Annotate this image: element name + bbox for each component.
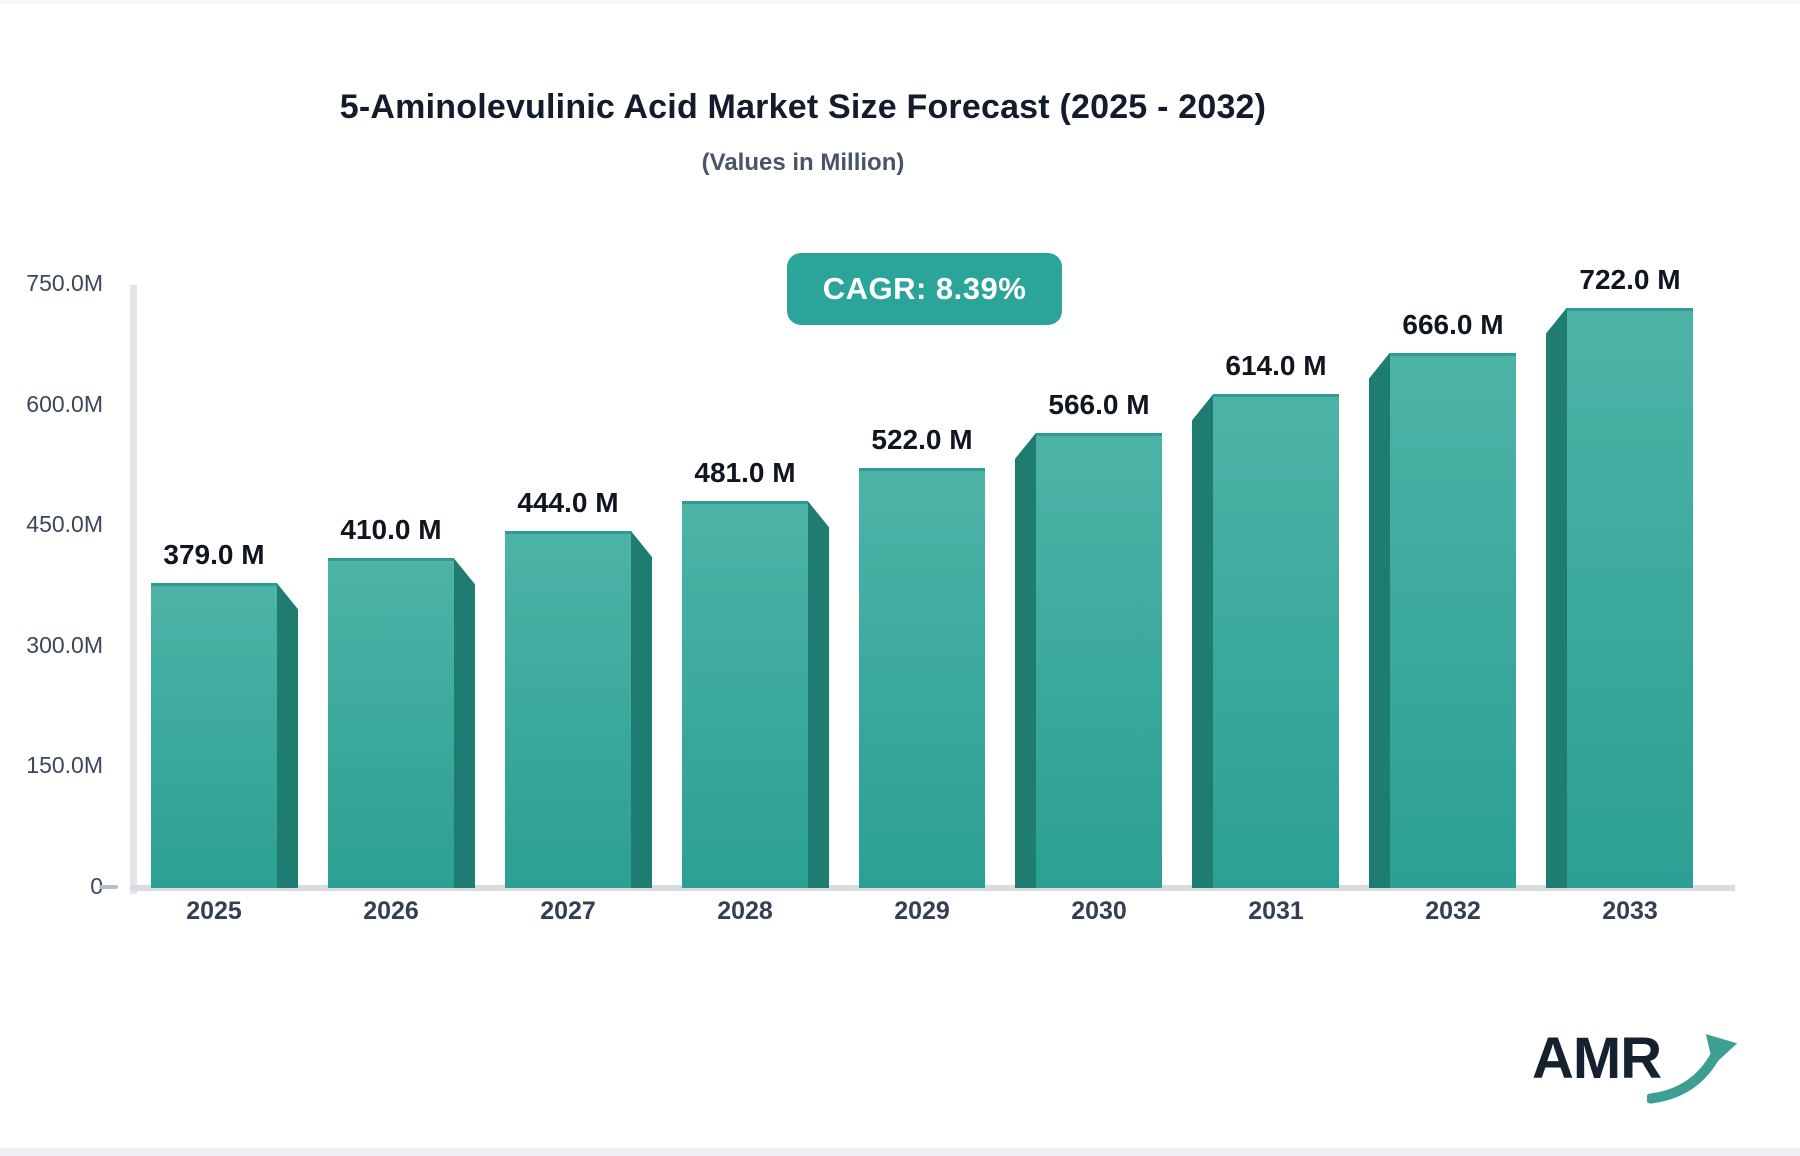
bar (1036, 432, 1162, 888)
bar-value-label: 566.0 M (1048, 388, 1150, 420)
cagr-badge: CAGR: 8.39% (787, 253, 1062, 325)
y-axis-label: 600.0M (26, 390, 103, 417)
bar-side-3d (1015, 432, 1036, 888)
bar (505, 531, 631, 888)
bar-side-3d (808, 501, 829, 888)
bar-side-3d (454, 558, 475, 888)
amr-logo: AMR (1532, 1030, 1739, 1108)
y-axis-label: 0 (90, 873, 103, 899)
chart-header: 5-Aminolevulinic Acid Market Size Foreca… (0, 88, 1606, 177)
bar (682, 501, 808, 888)
x-axis-label: 2030 (1071, 897, 1127, 925)
bar-side-3d (277, 583, 298, 888)
bar-value-label: 722.0 M (1579, 263, 1681, 295)
y-axis-label: 150.0M (26, 752, 103, 779)
bar-side-3d (631, 531, 652, 888)
bar-value-label: 379.0 M (163, 539, 265, 571)
bar-value-label: 481.0 M (694, 457, 796, 489)
bar-value-label: 410.0 M (340, 514, 442, 546)
x-axis-label: 2026 (363, 897, 419, 925)
x-axis-label: 2033 (1602, 897, 1658, 925)
top-edge-strip (0, 0, 1800, 4)
bar (151, 583, 277, 888)
bar-side-3d (1546, 307, 1567, 888)
x-axis-line (130, 885, 1735, 891)
bar-value-label: 666.0 M (1402, 308, 1504, 340)
x-axis-label: 2027 (540, 897, 596, 925)
amr-logo-text: AMR (1532, 1026, 1662, 1091)
growth-arrow-icon (1647, 1034, 1738, 1104)
bar (1213, 394, 1339, 888)
y-axis-label: 750.0M (26, 270, 103, 296)
bar-side-3d (1369, 352, 1390, 888)
bar-side-3d (1192, 394, 1213, 888)
bar-value-label: 522.0 M (871, 424, 973, 456)
bar-value-label: 614.0 M (1225, 350, 1327, 382)
bar-value-label: 444.0 M (517, 487, 619, 519)
bar (1390, 352, 1516, 888)
bar (328, 558, 454, 888)
bottom-edge-strip (0, 1148, 1800, 1156)
y-axis-line (130, 285, 137, 894)
zero-tick-mark (99, 885, 118, 889)
chart-subtitle: (Values in Million) (701, 149, 905, 176)
y-axis-label: 300.0M (26, 631, 103, 658)
y-axis-label: 450.0M (26, 511, 103, 538)
bar (859, 468, 985, 888)
chart-title: 5-Aminolevulinic Acid Market Size Foreca… (339, 88, 1267, 126)
x-axis-label: 2025 (186, 897, 242, 925)
x-axis-label: 2029 (894, 897, 950, 925)
x-axis-label: 2031 (1248, 897, 1304, 925)
x-axis-label: 2032 (1425, 897, 1481, 925)
bar (1567, 307, 1693, 888)
x-axis-label: 2028 (717, 897, 773, 925)
